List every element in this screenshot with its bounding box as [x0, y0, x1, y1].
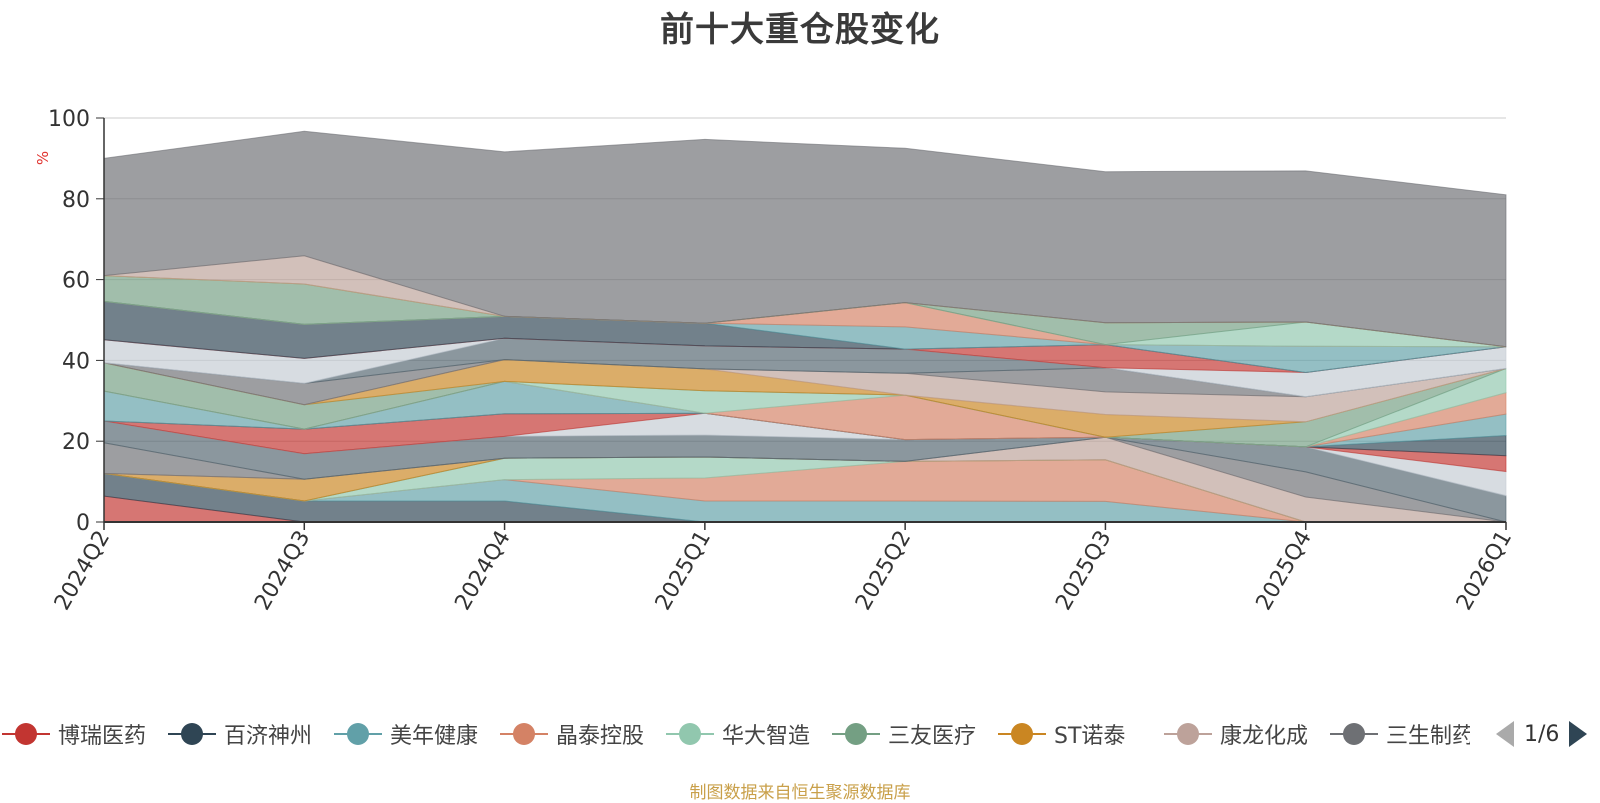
legend-item[interactable]: 博瑞医药: [2, 714, 146, 754]
legend-item[interactable]: 晶泰控股: [500, 714, 644, 754]
legend-marker-icon: [832, 714, 880, 754]
legend-item[interactable]: 美年健康: [334, 714, 478, 754]
legend-marker-icon: [168, 714, 216, 754]
y-tick-label: 100: [48, 107, 90, 132]
legend-label: 三友医疗: [888, 724, 977, 749]
legend-item[interactable]: 三友医疗: [832, 714, 976, 754]
legend-label: 百济神州: [224, 724, 313, 749]
legend-item[interactable]: 百济神州: [168, 714, 312, 754]
legend-label: 华大智造: [722, 724, 811, 749]
y-tick-label: 80: [62, 188, 90, 213]
y-tick-label: 20: [62, 430, 90, 455]
legend: 博瑞医药 百济神州 美年健康 晶泰控股 华大智造 三友医疗 ST诺泰 康龙化成 三生制药 1/6: [0, 714, 1600, 754]
x-tick-label: 2025Q3: [1051, 527, 1116, 615]
y-axis-label: %: [34, 151, 52, 165]
chart-title: 前十大重仓股变化: [660, 10, 940, 50]
x-tick-label: 2024Q2: [50, 527, 115, 615]
y-tick-label: 40: [62, 349, 90, 374]
legend-item[interactable]: 三生制药: [1330, 714, 1470, 754]
legend-label: 康龙化成: [1220, 724, 1309, 749]
source-note: 制图数据来自恒生聚源数据库: [689, 783, 911, 803]
legend-page-indicator: 1/6: [1524, 721, 1560, 747]
legend-label: 博瑞医药: [58, 724, 147, 749]
legend-marker-icon: [2, 714, 50, 754]
y-tick-label: 60: [62, 269, 90, 294]
x-tick-label: 2024Q3: [250, 527, 315, 615]
legend-marker-icon: [1164, 714, 1212, 754]
legend-marker-icon: [500, 714, 548, 754]
legend-item[interactable]: 康龙化成: [1164, 714, 1308, 754]
legend-marker-icon: [666, 714, 714, 754]
x-tick-label: 2024Q4: [450, 527, 515, 615]
legend-item[interactable]: 华大智造: [666, 714, 810, 754]
legend-item[interactable]: ST诺泰: [998, 714, 1125, 754]
x-tick-label: 2025Q2: [851, 527, 916, 615]
legend-marker-icon: [1330, 714, 1378, 754]
legend-items: 博瑞医药 百济神州 美年健康 晶泰控股 华大智造 三友医疗 ST诺泰 康龙化成 三生制药: [0, 714, 1470, 754]
legend-label: 晶泰控股: [556, 724, 645, 749]
legend-marker-icon: [334, 714, 382, 754]
area-series[interactable]: [103, 130, 1507, 348]
legend-label: 美年健康: [390, 724, 479, 749]
legend-marker-icon: [998, 714, 1046, 754]
x-tick-label: 2026Q1: [1452, 527, 1517, 615]
y-tick-label: 0: [76, 511, 90, 536]
legend-label: ST诺泰: [1054, 724, 1126, 749]
legend-label: 三生制药: [1386, 724, 1470, 749]
legend-pager: 1/6: [1496, 714, 1588, 754]
x-tick-label: 2025Q4: [1252, 527, 1317, 615]
next-page-icon[interactable]: [1569, 721, 1588, 747]
x-tick-label: 2025Q1: [651, 527, 716, 615]
area-layer: [103, 130, 1507, 523]
prev-page-icon[interactable]: [1496, 721, 1514, 747]
